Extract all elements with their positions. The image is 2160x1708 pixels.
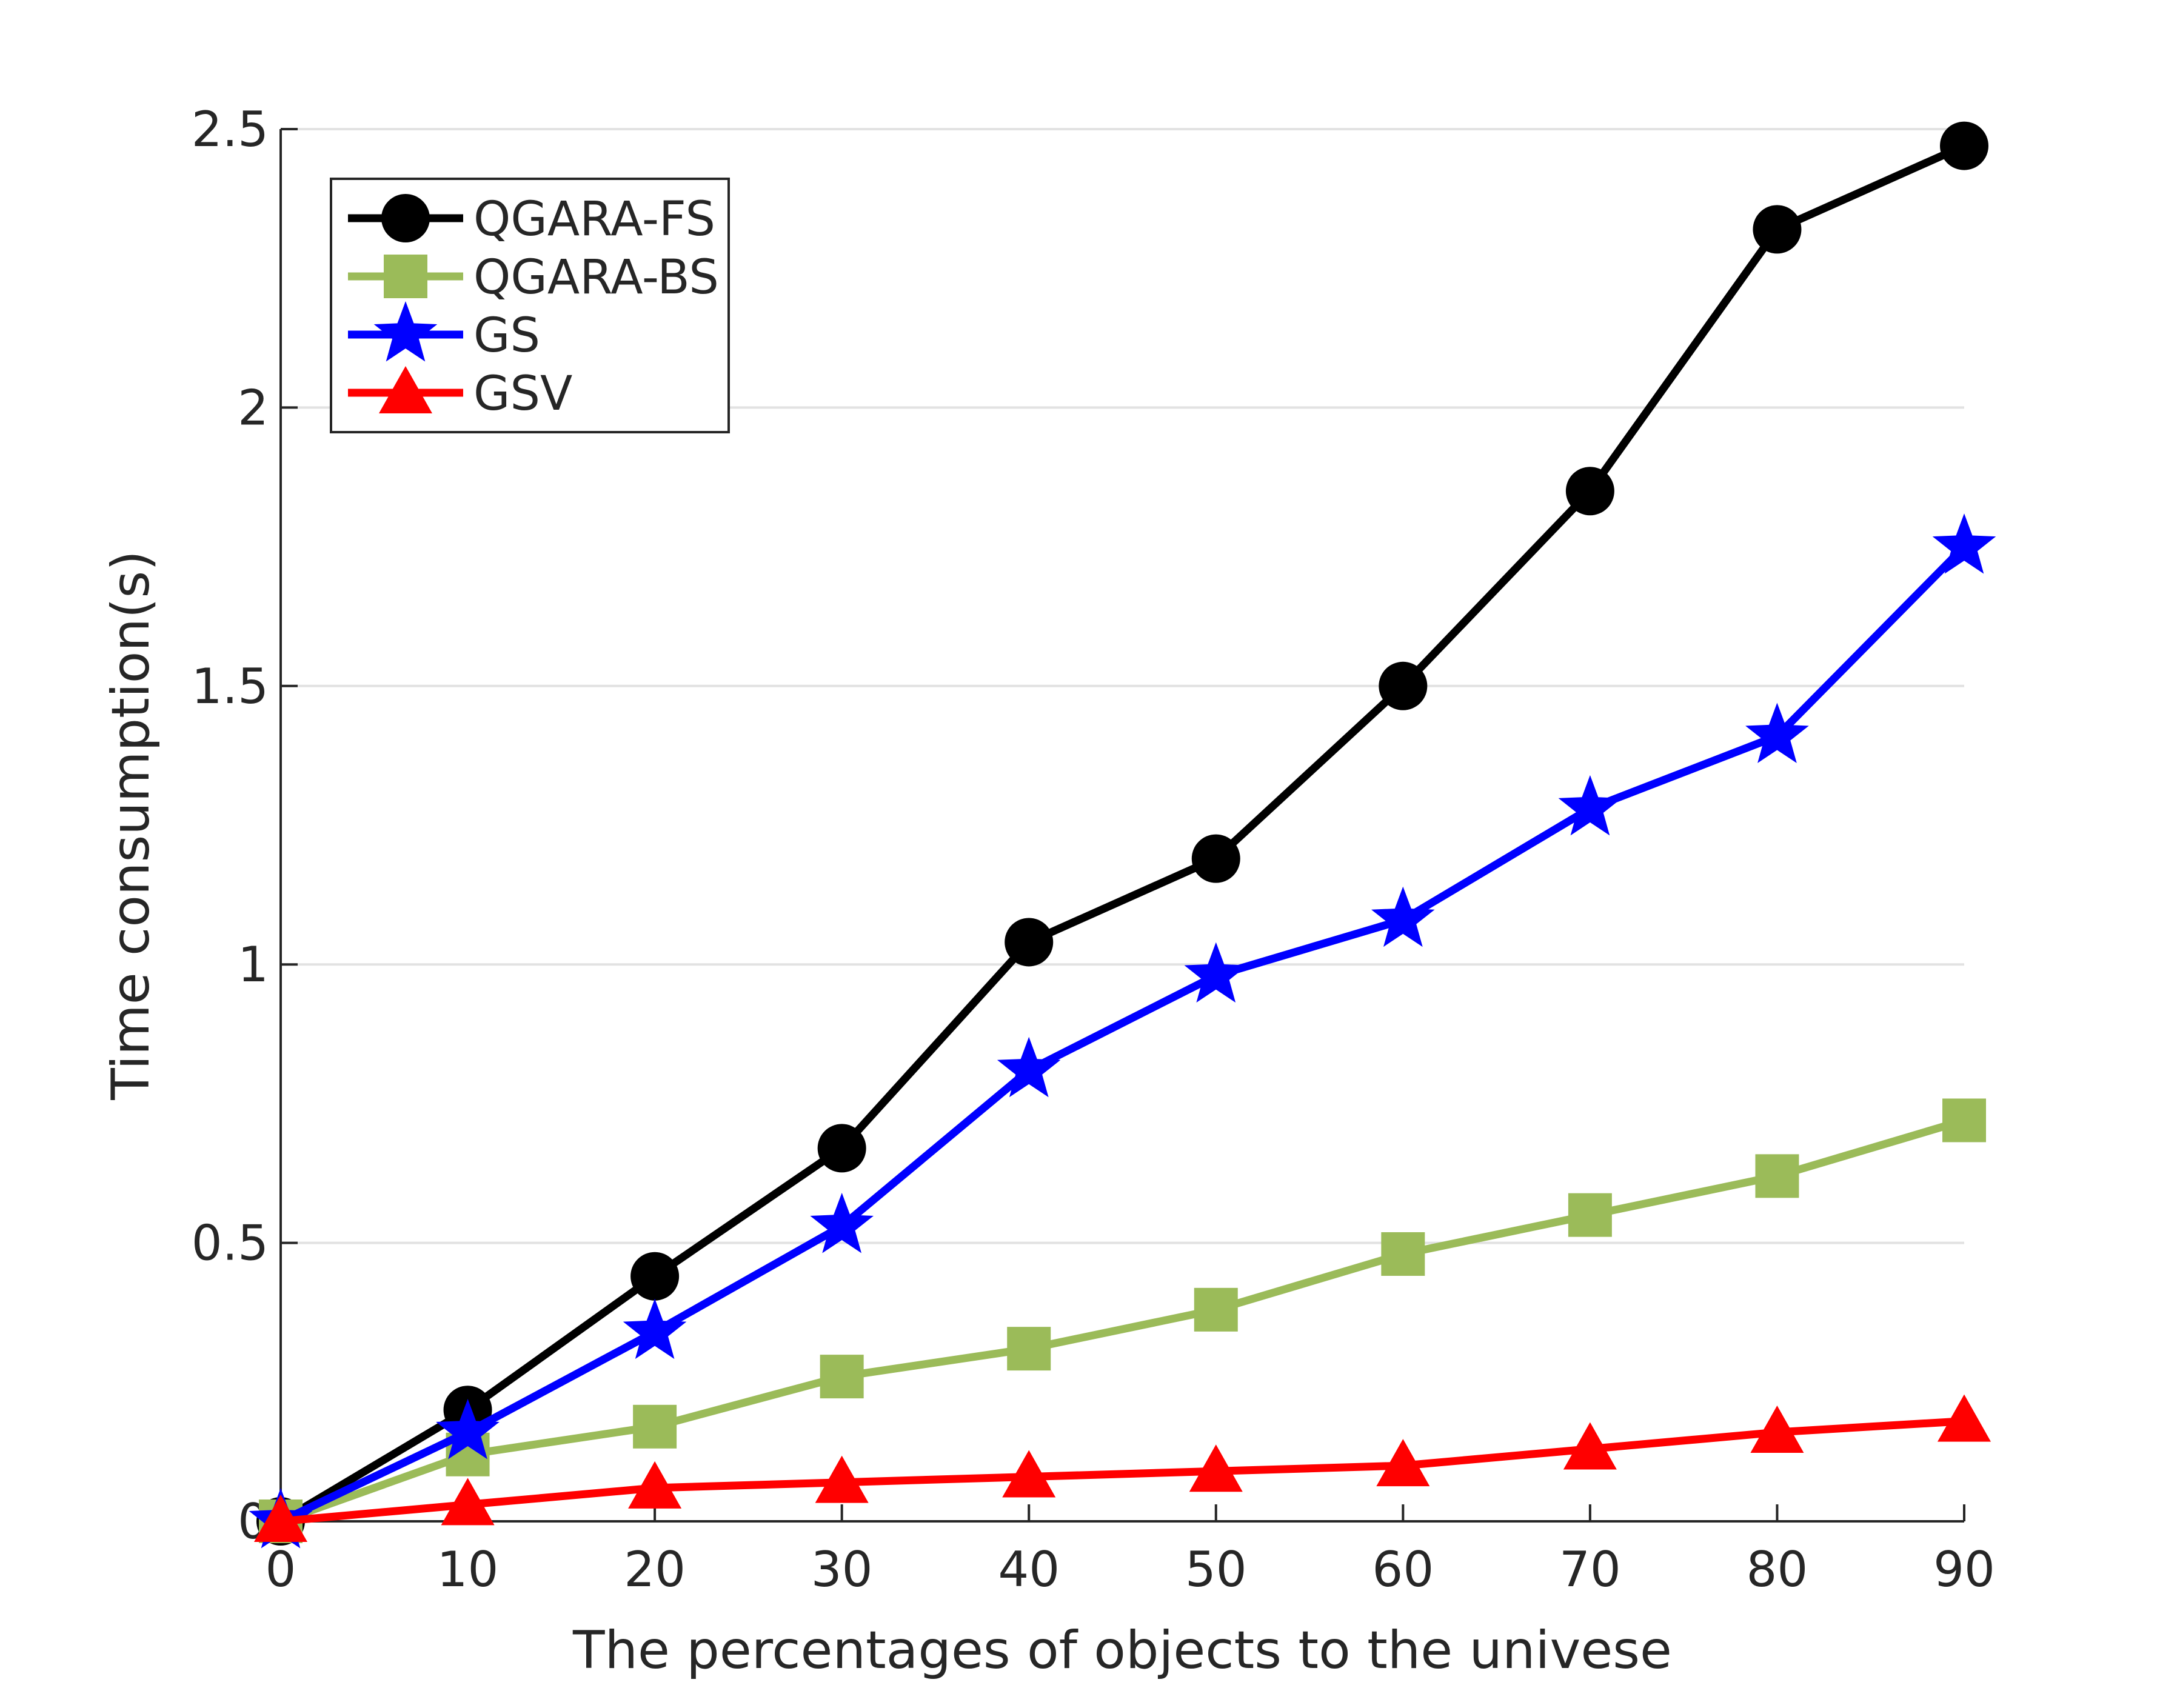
data-point — [623, 1298, 687, 1359]
legend-label: QGARA-BS — [473, 250, 719, 305]
data-point — [1745, 702, 1809, 763]
legend-entry: QGARA-BS — [348, 250, 719, 305]
legend-marker — [379, 366, 432, 413]
data-point — [1191, 834, 1240, 883]
data-point — [1379, 661, 1428, 710]
data-point — [1184, 942, 1248, 1003]
x-tick-label: 0 — [266, 1541, 296, 1598]
y-axis-label: Time consumption(s) — [101, 550, 161, 1101]
data-point — [1189, 1444, 1243, 1492]
data-point — [1005, 918, 1054, 967]
x-tick-label: 60 — [1372, 1541, 1434, 1598]
data-point — [1932, 513, 1996, 574]
data-point — [1750, 1405, 1804, 1453]
legend-label: GS — [473, 309, 540, 363]
x-tick-label: 70 — [1559, 1541, 1621, 1598]
data-point — [1568, 1193, 1612, 1237]
legend-marker — [384, 255, 427, 298]
data-point — [628, 1461, 682, 1509]
data-point — [820, 1355, 864, 1399]
data-point — [441, 1478, 495, 1526]
x-tick-label: 20 — [624, 1541, 686, 1598]
data-point — [817, 1124, 866, 1173]
series-line — [279, 1116, 1965, 1526]
x-tick-label: 50 — [1185, 1541, 1247, 1598]
y-tick-label: 1 — [238, 936, 269, 993]
axes — [279, 129, 1964, 1523]
y-tick-label: 2 — [238, 379, 269, 436]
data-point — [1755, 1154, 1799, 1198]
data-point — [1942, 1098, 1986, 1143]
legend-marker — [373, 301, 438, 362]
data-point — [1940, 121, 1988, 170]
legend-entry: GSV — [348, 366, 572, 421]
series-line — [280, 1417, 1965, 1526]
data-point — [810, 1193, 874, 1253]
data-point — [633, 1404, 677, 1449]
data-point — [1371, 886, 1435, 947]
data-point — [1753, 205, 1802, 254]
series-gs — [249, 513, 1996, 1549]
data-point — [1376, 1439, 1430, 1487]
data-point — [815, 1455, 869, 1503]
legend-label: GSV — [473, 367, 572, 421]
data-point — [1002, 1450, 1056, 1498]
x-axis-label: The percentages of objects to the unives… — [572, 1620, 1672, 1681]
data-point — [436, 1399, 500, 1459]
legend-label: QGARA-FS — [473, 192, 715, 247]
x-tick-label: 80 — [1747, 1541, 1808, 1598]
y-tick-label: 0.5 — [192, 1215, 269, 1272]
data-point — [1563, 1422, 1617, 1470]
y-tick-label: 1.5 — [192, 658, 269, 715]
legend-entry: QGARA-FS — [348, 192, 715, 247]
data-point — [1194, 1287, 1238, 1332]
x-tick-label: 90 — [1933, 1541, 1995, 1598]
series-gsv — [254, 1394, 1991, 1542]
data-point — [254, 1495, 307, 1542]
data-point — [1558, 775, 1622, 836]
data-point — [1565, 467, 1614, 516]
series-layer — [249, 121, 1996, 1549]
x-tick-label: 10 — [437, 1541, 499, 1598]
data-point — [1007, 1327, 1051, 1371]
legend-marker — [381, 194, 430, 242]
x-tick-label: 40 — [998, 1541, 1060, 1598]
data-point — [1381, 1232, 1425, 1276]
x-tick-label: 30 — [811, 1541, 873, 1598]
data-point — [1938, 1394, 1991, 1442]
series-line — [279, 544, 1967, 1525]
legend-entry: GS — [348, 301, 540, 363]
data-point — [630, 1252, 680, 1301]
series-line — [278, 142, 1966, 1525]
data-point — [997, 1036, 1061, 1098]
series-qgara-bs — [259, 1098, 1986, 1543]
y-tick-label: 2.5 — [192, 101, 269, 158]
